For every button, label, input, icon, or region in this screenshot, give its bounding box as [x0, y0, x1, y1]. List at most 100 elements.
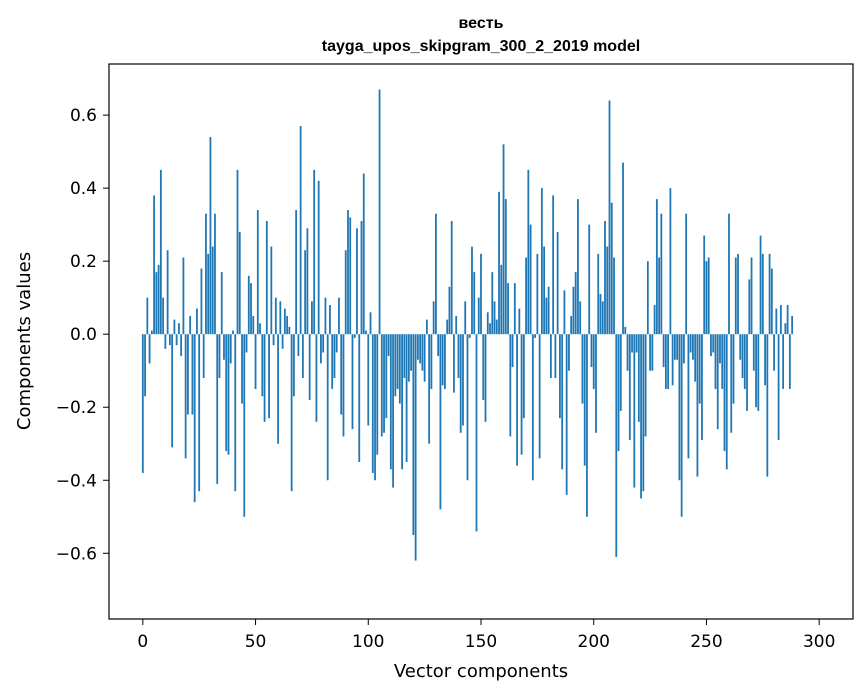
bar-94	[353, 334, 356, 338]
bar-31	[211, 246, 214, 335]
plot-frame	[108, 63, 854, 620]
bar-222	[642, 334, 645, 492]
bar-164	[511, 334, 514, 368]
bar-124	[421, 334, 424, 371]
bar-161	[504, 199, 507, 335]
bar-76	[313, 169, 316, 335]
bar-9	[162, 297, 165, 335]
bar-271	[752, 334, 755, 371]
bar-138	[453, 334, 455, 393]
bar-143	[464, 301, 467, 335]
bar-253	[712, 334, 715, 353]
bar-65	[288, 326, 291, 335]
bars-group	[141, 89, 794, 561]
bar-103	[374, 334, 376, 481]
bar-229	[658, 257, 661, 335]
bar-192	[574, 272, 577, 335]
bar-223	[644, 334, 647, 437]
bar-109	[387, 334, 390, 357]
bar-63	[283, 308, 286, 335]
bar-155	[491, 272, 494, 335]
bar-86	[335, 334, 338, 353]
bar-187	[563, 290, 566, 335]
bar-177	[540, 188, 543, 335]
bar-84	[331, 334, 334, 389]
bar-235	[671, 334, 674, 386]
bar-66	[290, 334, 293, 492]
x-tick-label-0: 0	[137, 632, 148, 652]
bar-277	[766, 334, 769, 477]
bar-250	[705, 261, 708, 335]
bar-90	[344, 250, 347, 335]
bar-68	[295, 210, 298, 335]
ticks-group: 0 50 100 150 200 250 300 −0.6 −0.4 −0.2 0.0 0.2 0.4 0…	[56, 106, 836, 652]
bar-232	[664, 334, 667, 389]
bar-21	[189, 315, 192, 335]
bar-202	[597, 253, 600, 335]
bar-188	[565, 334, 568, 495]
bar-59	[274, 297, 277, 335]
bar-208	[610, 202, 613, 335]
bar-193	[577, 199, 579, 335]
bar-56	[268, 334, 270, 419]
bar-52	[259, 323, 261, 335]
bar-144	[466, 334, 469, 481]
bar-92	[349, 217, 352, 335]
bar-61	[279, 301, 282, 335]
bar-89	[342, 334, 345, 437]
bar-287	[788, 334, 791, 389]
bar-175	[536, 253, 539, 335]
x-tick-label-50: 50	[245, 632, 267, 652]
bar-280	[773, 334, 775, 371]
bar-26	[200, 268, 203, 335]
bar-33	[216, 334, 219, 484]
bar-101	[369, 312, 372, 335]
bar-57	[270, 246, 273, 335]
bar-43	[238, 231, 241, 335]
bar-119	[410, 334, 413, 371]
bar-180	[547, 286, 550, 335]
bar-55	[265, 221, 268, 335]
bar-141	[459, 334, 462, 433]
y-tick-label-4: 0.2	[70, 252, 97, 272]
bar-115	[401, 334, 403, 470]
bar-244	[692, 334, 694, 360]
x-tick-label-200: 200	[578, 632, 610, 652]
bar-183	[554, 334, 557, 379]
bar-158	[498, 191, 500, 335]
bar-203	[599, 294, 602, 335]
x-tick-label-100: 100	[352, 632, 384, 652]
bar-75	[311, 301, 313, 335]
bar-245	[694, 334, 697, 382]
bar-130	[435, 213, 437, 335]
bar-225	[649, 334, 651, 371]
bar-210	[615, 334, 618, 557]
bar-113	[396, 334, 399, 389]
bar-49	[252, 315, 255, 335]
bar-77	[315, 334, 318, 422]
bar-266	[741, 334, 744, 379]
bar-152	[484, 334, 487, 422]
bar-80	[322, 334, 325, 353]
bar-120	[412, 334, 415, 536]
bar-53	[261, 334, 264, 397]
x-tick-label-300: 300	[803, 632, 835, 652]
bar-95	[356, 228, 358, 335]
bar-162	[507, 283, 509, 335]
bar-176	[538, 334, 541, 459]
bar-181	[549, 334, 552, 379]
bar-260	[728, 213, 730, 335]
bar-74	[308, 334, 311, 400]
bar-216	[628, 334, 631, 441]
bar-107	[383, 334, 385, 433]
bar-48	[250, 283, 252, 335]
bar-213	[622, 162, 624, 335]
bar-23	[193, 334, 196, 503]
bar-46	[245, 334, 248, 353]
bar-259	[725, 334, 728, 470]
bar-224	[646, 261, 649, 335]
bar-114	[398, 334, 401, 404]
bar-123	[419, 334, 422, 364]
bar-1	[144, 334, 146, 397]
bar-38	[227, 334, 230, 455]
